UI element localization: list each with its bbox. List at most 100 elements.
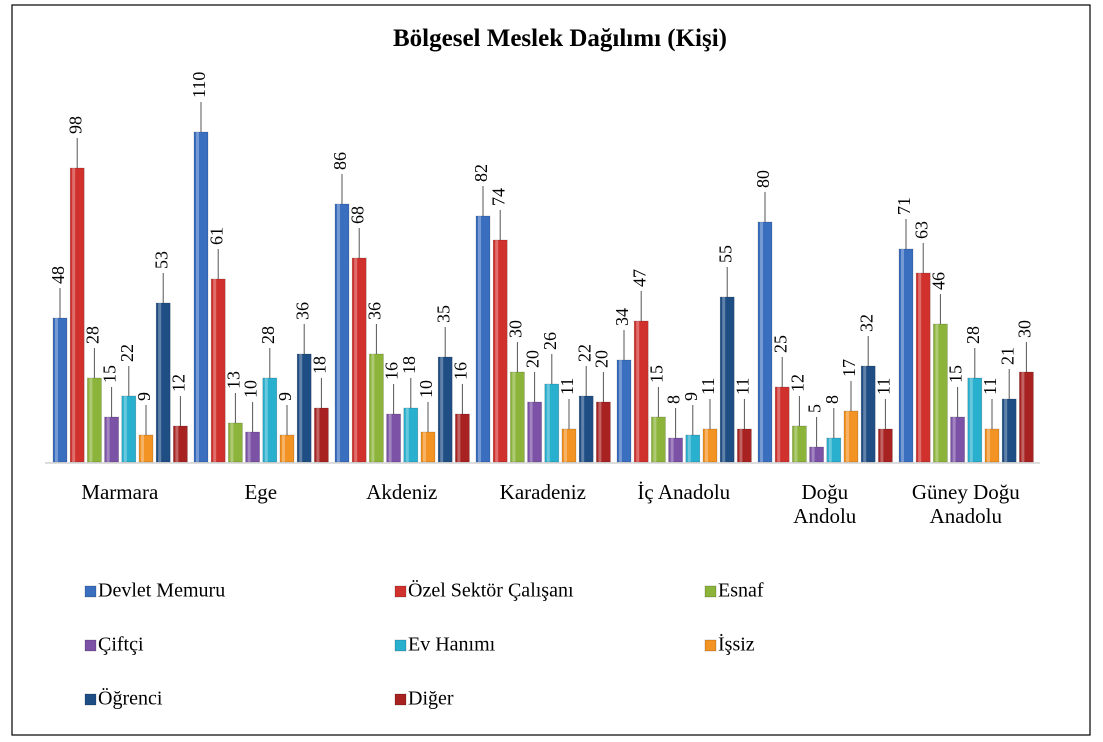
data-label: 8 (664, 395, 684, 404)
data-label: 9 (275, 392, 295, 401)
legend-swatch (704, 585, 717, 598)
data-label: 10 (241, 380, 261, 398)
bar-highlight (106, 417, 110, 462)
bar-highlight (987, 429, 990, 462)
data-label: 61 (206, 227, 226, 245)
data-label: 48 (48, 266, 68, 284)
bar-highlight (581, 396, 585, 462)
bar-highlight (282, 435, 285, 462)
data-label: 30 (1015, 320, 1035, 338)
data-label: 35 (433, 305, 453, 323)
bar-highlight (405, 408, 409, 462)
data-label: 26 (540, 332, 560, 350)
data-label: 16 (451, 362, 471, 380)
bar-highlight (653, 417, 657, 462)
bar-highlight (158, 303, 162, 462)
bar-highlight (777, 387, 781, 462)
bar-highlight (423, 432, 426, 462)
bar-highlight (687, 435, 691, 462)
data-label: 11 (557, 378, 577, 395)
bar-highlight (564, 429, 567, 462)
bar-highlight (371, 354, 375, 462)
data-label: 22 (117, 344, 137, 362)
bar-highlight (918, 273, 922, 462)
legend-label: Özel Sektör Çalışanı (408, 579, 574, 602)
bar-highlight (952, 417, 956, 462)
data-label: 18 (399, 356, 419, 374)
bar-highlight (55, 318, 58, 462)
data-label: 20 (592, 350, 612, 368)
data-label: 74 (488, 188, 508, 206)
data-label: 80 (753, 170, 773, 188)
data-label: 53 (151, 251, 171, 269)
data-label: 110 (189, 72, 209, 98)
data-label: 82 (471, 164, 491, 182)
bar-highlight (457, 414, 461, 462)
chart-title: Bölgesel Meslek Dağılımı (Kişi) (393, 25, 727, 52)
data-label: 68 (347, 206, 367, 224)
x-tick-label: Karadeniz (499, 480, 586, 504)
data-label: 11 (698, 378, 718, 395)
bar-highlight (141, 435, 144, 462)
data-label: 11 (733, 378, 753, 395)
bar-highlight (213, 279, 217, 462)
data-label: 55 (715, 245, 735, 263)
bar-highlight (760, 222, 763, 462)
data-label: 25 (770, 335, 790, 353)
bar-highlight (529, 402, 533, 462)
legend-swatch (704, 639, 717, 652)
bar-highlight (299, 354, 303, 462)
data-label: 30 (506, 320, 526, 338)
data-label: 5 (805, 404, 825, 413)
data-label: 32 (856, 314, 876, 332)
data-label: 28 (258, 326, 278, 344)
data-label: 63 (911, 221, 931, 239)
legend-label: İşsiz (718, 633, 755, 656)
data-label: 10 (416, 380, 436, 398)
legend-label: Ev Hanımı (408, 634, 496, 656)
data-label: 11 (980, 378, 1000, 395)
data-label: 36 (292, 302, 312, 320)
legend-swatch (394, 693, 407, 706)
data-label: 36 (365, 302, 385, 320)
bar-highlight (196, 132, 199, 462)
data-label: 8 (822, 395, 842, 404)
bar-highlight (935, 324, 939, 462)
data-label: 22 (574, 344, 594, 362)
x-tick-label: Akdeniz (366, 480, 438, 504)
bar-highlight (546, 384, 550, 462)
x-tick-label: Doğu Andolu (793, 480, 857, 528)
bar-highlight (89, 378, 93, 462)
bar-highlight (636, 321, 640, 462)
bar-highlight (619, 360, 622, 462)
data-label: 13 (224, 371, 244, 389)
data-label: 28 (963, 326, 983, 344)
data-label: 20 (523, 350, 543, 368)
data-label: 71 (894, 197, 914, 215)
bar-highlight (337, 204, 340, 462)
bar-highlight (794, 426, 798, 462)
data-label: 9 (681, 392, 701, 401)
data-label: 46 (929, 272, 949, 290)
bar-highlight (1021, 372, 1025, 462)
data-label: 15 (946, 365, 966, 383)
bar-highlight (478, 216, 481, 462)
bar-highlight (705, 429, 708, 462)
bar-highlight (863, 366, 867, 462)
bar-highlight (72, 168, 76, 462)
legend-label: Öğrenci (98, 687, 163, 710)
bar-highlight (388, 414, 392, 462)
data-label: 15 (100, 365, 120, 383)
bar-highlight (670, 438, 674, 462)
bar-highlight (846, 411, 849, 462)
x-tick-label: Güney Doğu Anadolu (911, 480, 1020, 528)
bar-highlight (880, 429, 884, 462)
data-label: 12 (788, 374, 808, 392)
bar-highlight (1004, 399, 1008, 462)
data-label: 17 (839, 359, 859, 377)
data-label: 9 (134, 392, 154, 401)
data-label: 98 (65, 116, 85, 134)
data-label: 11 (874, 378, 894, 395)
x-tick-label: İç Anadolu (637, 480, 731, 504)
